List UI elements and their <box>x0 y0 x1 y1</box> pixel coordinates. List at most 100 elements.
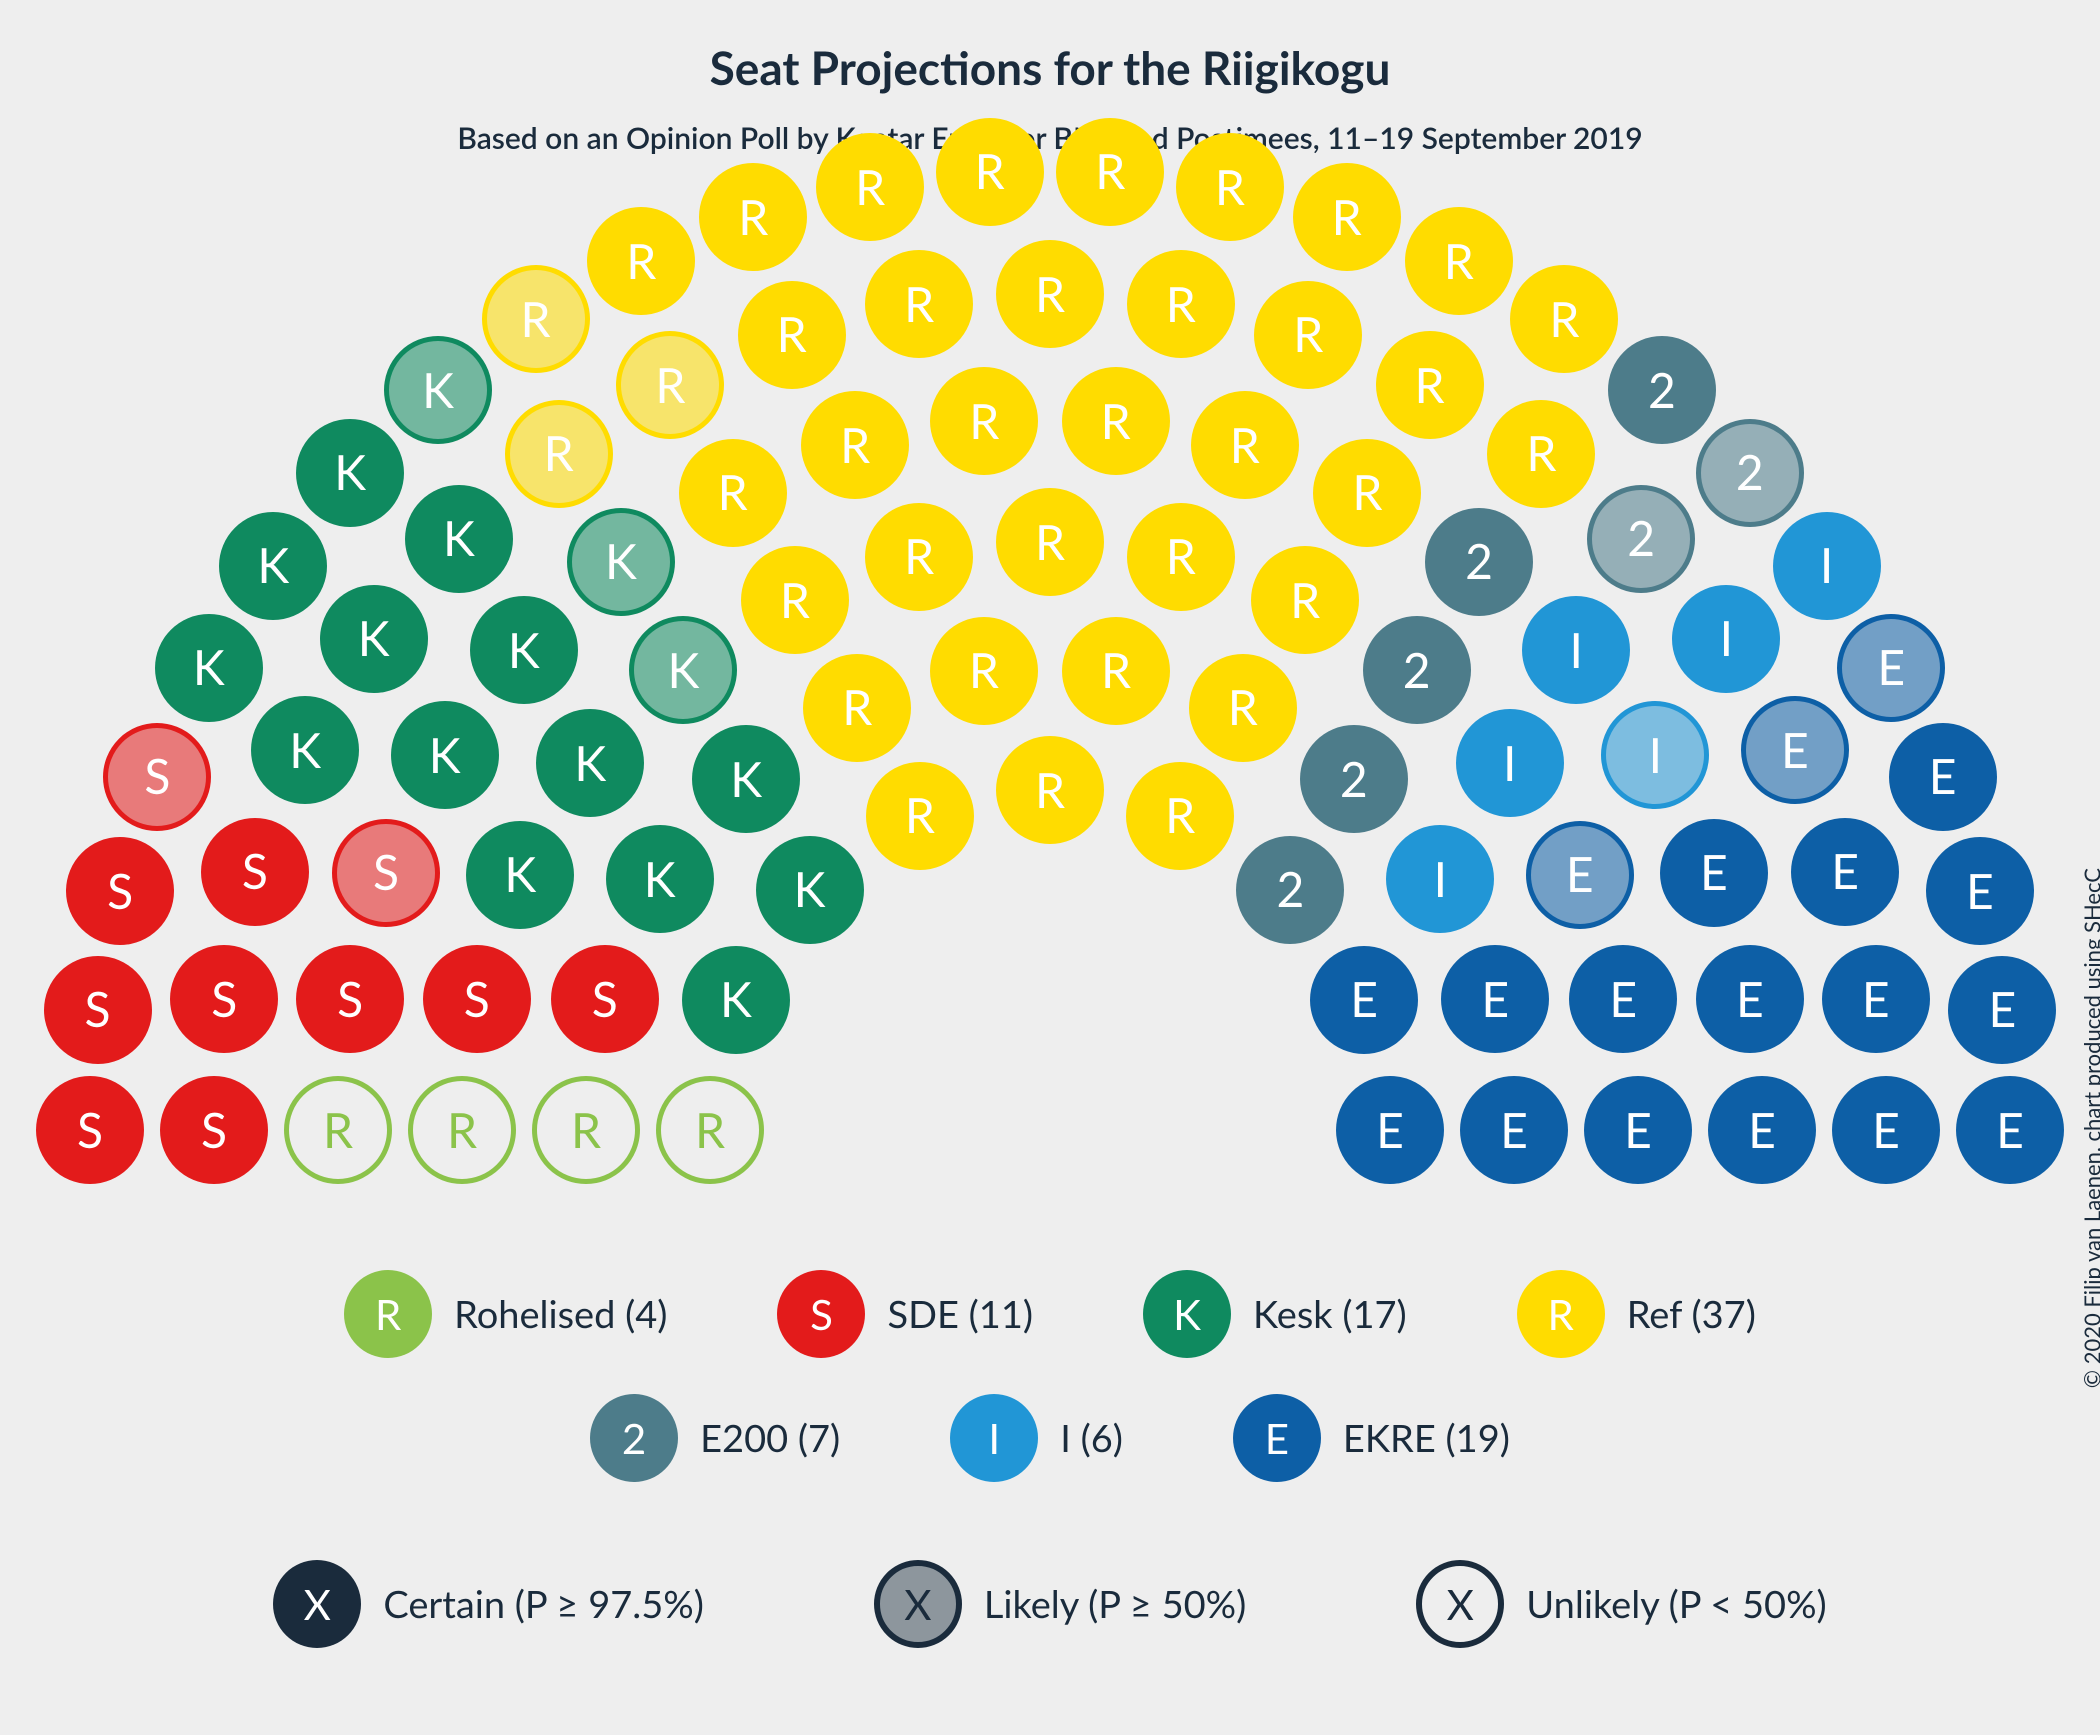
seat-ekre: E <box>1926 837 2034 945</box>
seat-ref: R <box>482 265 590 373</box>
seat-kesk: K <box>536 709 644 817</box>
seat-ekre: E <box>1956 1076 2064 1184</box>
seat-ref: R <box>1251 546 1359 654</box>
legend-dot-sde: S <box>777 1270 865 1358</box>
seat-rohelised: R <box>408 1076 516 1184</box>
seat-kesk: K <box>466 821 574 929</box>
seat-sde: S <box>170 945 278 1053</box>
seat-kesk: K <box>391 701 499 809</box>
legend-dot-e200: 2 <box>590 1394 678 1482</box>
legend-dot-rohelised: R <box>344 1270 432 1358</box>
seat-sde: S <box>332 819 440 927</box>
seat-ref: R <box>803 654 911 762</box>
certainty-label-2: Unlikely (P < 50%) <box>1526 1581 1826 1627</box>
seat-ref: R <box>930 367 1038 475</box>
seat-ref: R <box>1056 118 1164 226</box>
seat-kesk: K <box>692 725 800 833</box>
certainty-dot-2: X <box>1416 1560 1504 1648</box>
seat-sde: S <box>423 945 531 1053</box>
seat-i: I <box>1386 825 1494 933</box>
seat-rohelised: R <box>656 1076 764 1184</box>
seat-kesk: K <box>219 512 327 620</box>
legend-label-sde: SDE (11) <box>887 1291 1033 1337</box>
legend-item-ekre: E EKRE (19) <box>1233 1394 1510 1482</box>
certainty-item-2: X Unlikely (P < 50%) <box>1416 1560 1826 1648</box>
seat-ref: R <box>699 163 807 271</box>
legend-item-rohelised: R Rohelised (4) <box>344 1270 667 1358</box>
seat-kesk: K <box>405 485 513 593</box>
seat-sde: S <box>66 837 174 945</box>
seat-ref: R <box>1510 265 1618 373</box>
legend-row: R Rohelised (4) S SDE (11) KKesk (17) RRef (3… <box>0 1270 2100 1358</box>
seat-kesk: K <box>606 825 714 933</box>
legend-dot-i: I <box>950 1394 1038 1482</box>
seat-ref: R <box>816 133 924 241</box>
seat-e200: 2 <box>1696 419 1804 527</box>
seat-ekre: E <box>1584 1076 1692 1184</box>
seat-sde: S <box>103 723 211 831</box>
seat-rohelised: R <box>284 1076 392 1184</box>
seat-ekre: E <box>1441 945 1549 1053</box>
seat-e200: 2 <box>1363 616 1471 724</box>
seat-ref: R <box>996 240 1104 348</box>
seat-ref: R <box>505 400 613 508</box>
certainty-legend: XCertain (P ≥ 97.5%)XLikely (P ≥ 50%)XUn… <box>0 1560 2100 1684</box>
seat-e200: 2 <box>1300 725 1408 833</box>
legend-label-ekre: EKRE (19) <box>1343 1415 1510 1461</box>
seat-ref: R <box>1254 281 1362 389</box>
seat-ref: R <box>936 118 1044 226</box>
legend-item-ref: RRef (37) <box>1517 1270 1756 1358</box>
seat-sde: S <box>201 818 309 926</box>
seat-i: I <box>1672 585 1780 693</box>
seat-ref: R <box>1191 391 1299 499</box>
certainty-legend-row: XCertain (P ≥ 97.5%)XLikely (P ≥ 50%)XUn… <box>0 1560 2100 1648</box>
seat-kesk: K <box>251 696 359 804</box>
legend-item-sde: S SDE (11) <box>777 1270 1033 1358</box>
legend-row: 2E200 (7)II (6)EEKRE (19) <box>0 1394 2100 1482</box>
seat-rohelised: R <box>532 1076 640 1184</box>
seat-ref: R <box>738 281 846 389</box>
seat-e200: 2 <box>1425 508 1533 616</box>
seat-ekre: E <box>1889 723 1997 831</box>
seat-ekre: E <box>1948 956 2056 1064</box>
legend-dot-ekre: E <box>1233 1394 1321 1482</box>
page: Seat Projections for the Riigikogu Based… <box>0 0 2100 1735</box>
seat-ref: R <box>1405 207 1513 315</box>
seat-ref: R <box>930 617 1038 725</box>
seat-kesk: K <box>384 336 492 444</box>
seat-kesk: K <box>629 616 737 724</box>
seat-ekre: E <box>1460 1076 1568 1184</box>
seat-i: I <box>1522 596 1630 704</box>
seat-ref: R <box>1487 400 1595 508</box>
seat-ref: R <box>996 736 1104 844</box>
seat-ref: R <box>865 503 973 611</box>
seat-kesk: K <box>470 596 578 704</box>
seat-ref: R <box>866 762 974 870</box>
seat-kesk: K <box>296 419 404 527</box>
seat-kesk: K <box>756 836 864 944</box>
seat-ekre: E <box>1336 1076 1444 1184</box>
legend-label-rohelised: Rohelised (4) <box>454 1291 667 1337</box>
seat-ref: R <box>1376 331 1484 439</box>
seat-ekre: E <box>1708 1076 1816 1184</box>
seat-ref: R <box>616 331 724 439</box>
seat-ref: R <box>1126 762 1234 870</box>
seat-sde: S <box>296 945 404 1053</box>
seat-ekre: E <box>1310 946 1418 1054</box>
seat-sde: S <box>36 1076 144 1184</box>
seat-ref: R <box>1127 503 1235 611</box>
seat-kesk: K <box>320 585 428 693</box>
seat-sde: S <box>160 1076 268 1184</box>
party-legend: R Rohelised (4) S SDE (11) KKesk (17) RRef (3… <box>0 1270 2100 1518</box>
seat-ekre: E <box>1569 945 1677 1053</box>
seat-sde: S <box>551 945 659 1053</box>
seat-kesk: K <box>155 614 263 722</box>
seat-ref: R <box>1293 163 1401 271</box>
legend-dot-kesk: K <box>1143 1270 1231 1358</box>
seat-ref: R <box>587 207 695 315</box>
legend-item-e200: 2E200 (7) <box>590 1394 840 1482</box>
seat-sde: S <box>44 956 152 1064</box>
seat-i: I <box>1456 709 1564 817</box>
legend-item-kesk: KKesk (17) <box>1143 1270 1407 1358</box>
seat-e200: 2 <box>1236 836 1344 944</box>
